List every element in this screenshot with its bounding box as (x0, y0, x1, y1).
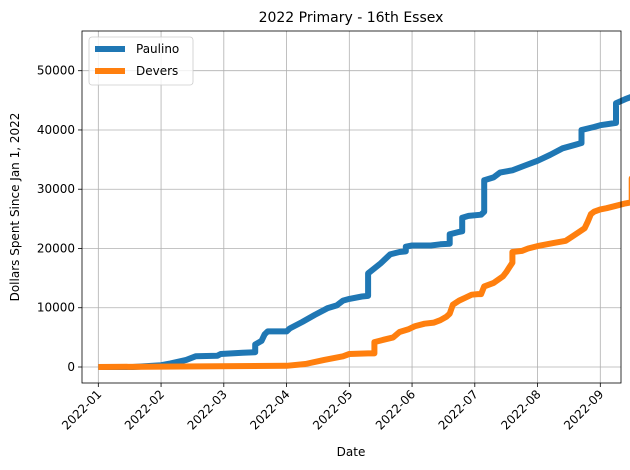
y-tick-label: 0 (67, 360, 75, 374)
grid-lines (82, 31, 621, 383)
y-tick-label: 30000 (37, 182, 75, 196)
legend-label-paulino: Paulino (136, 42, 179, 56)
x-axis-label: Date (337, 445, 366, 459)
y-tick-label: 10000 (37, 301, 75, 315)
chart-title: 2022 Primary - 16th Essex (259, 10, 444, 26)
axis-ticks (78, 70, 601, 387)
series-line-paulino (98, 94, 630, 370)
y-axis-label: Dollars Spent Since Jan 1, 2022 (8, 113, 22, 302)
plot-frame (81, 30, 622, 384)
y-tick-label: 20000 (37, 241, 75, 255)
y-tick-label: 50000 (37, 64, 75, 78)
y-tick-label: 40000 (37, 123, 75, 137)
series-line-devers (98, 176, 630, 370)
series-lines (98, 94, 630, 370)
legend: Paulino Devers (88, 36, 194, 86)
legend-label-devers: Devers (136, 64, 178, 78)
